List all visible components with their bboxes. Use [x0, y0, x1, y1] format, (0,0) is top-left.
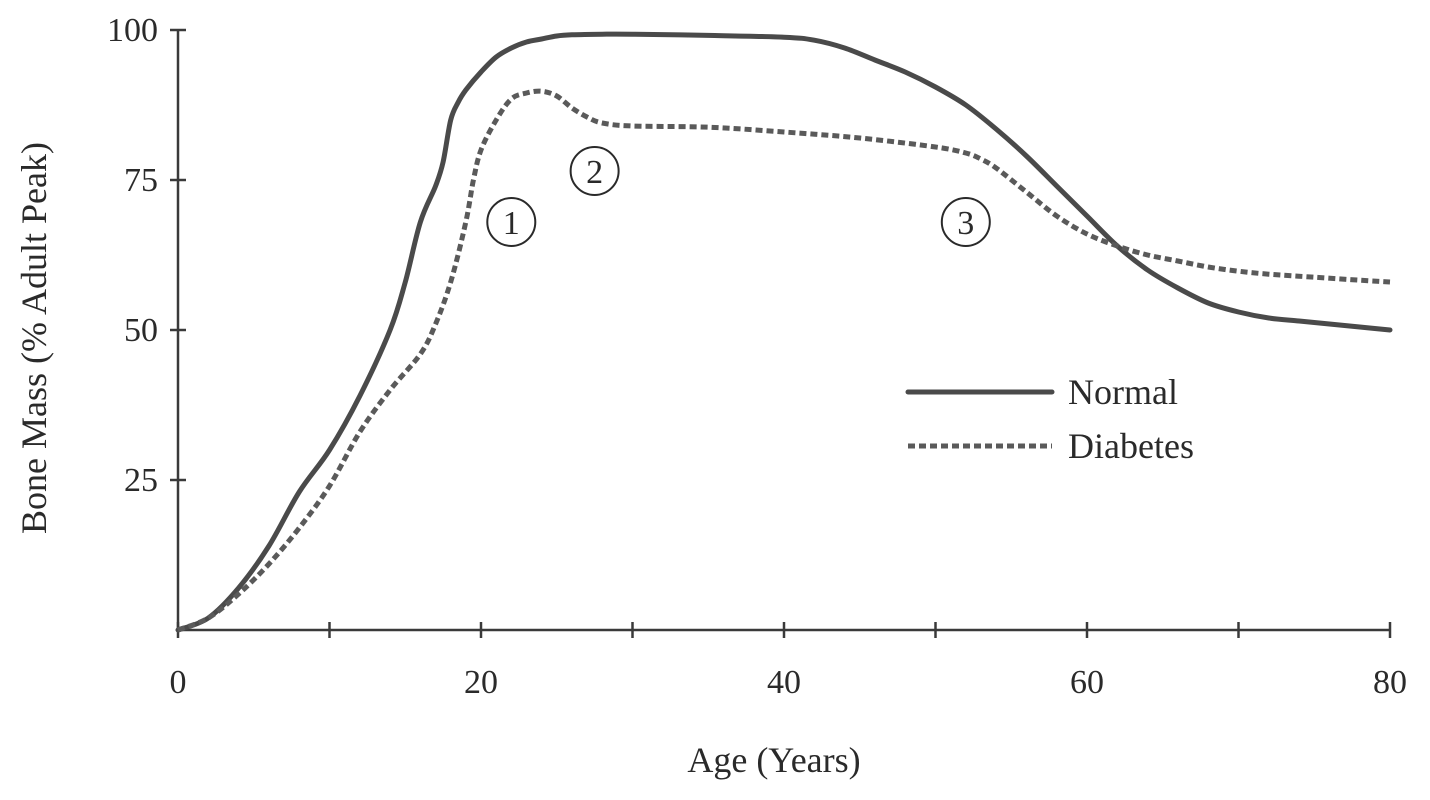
x-tick-label: 40	[767, 664, 801, 701]
x-tick-label: 60	[1070, 664, 1104, 701]
x-tick-label: 0	[170, 664, 187, 701]
series-line-normal	[175, 31, 1393, 633]
annotation-circle	[569, 146, 620, 196]
ticks: 0 20 40 60 80 25 50 75 100	[107, 12, 1407, 701]
y-tick-label: 25	[124, 462, 158, 499]
annotation-label: 1	[503, 205, 520, 242]
annotations: 1 2 3	[486, 146, 991, 247]
annotation-label: 3	[957, 205, 974, 242]
y-axis-title: Bone Mass (% Adult Peak)	[14, 142, 54, 534]
annotation-label: 2	[586, 154, 603, 191]
annotation-circle	[486, 197, 537, 247]
y-tick-label: 75	[124, 162, 158, 199]
axes	[176, 30, 1390, 632]
y-tick-label: 50	[124, 312, 158, 349]
x-tick-label: 20	[464, 664, 498, 701]
x-axis-title: Age (Years)	[687, 740, 860, 780]
x-tick-label: 80	[1373, 664, 1407, 701]
series-line-diabetes	[177, 88, 1391, 633]
annotation-circle	[940, 197, 991, 247]
series-layer	[175, 31, 1393, 633]
legend-label-diabetes: Diabetes	[1068, 426, 1194, 466]
y-tick-label: 100	[107, 12, 158, 49]
legend: Normal Diabetes	[905, 372, 1194, 466]
legend-label-normal: Normal	[1068, 372, 1178, 412]
